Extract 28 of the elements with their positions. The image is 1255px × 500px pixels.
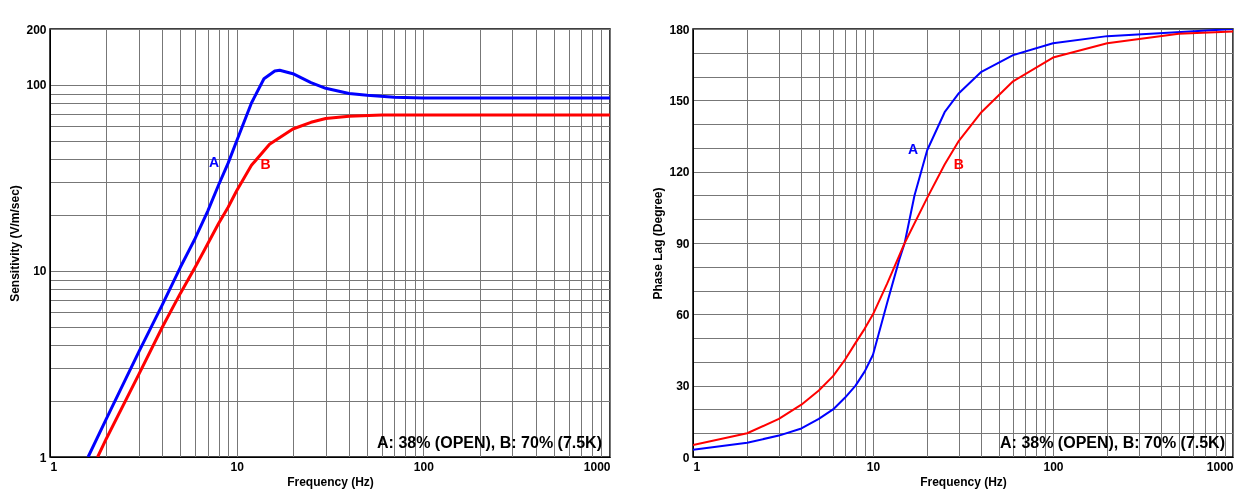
y-tick-label: 0 bbox=[682, 450, 690, 465]
y-tick-label: 60 bbox=[676, 307, 690, 322]
series-label: A bbox=[908, 141, 919, 158]
x-tick-label: 10 bbox=[230, 459, 245, 474]
y-tick-label: 10 bbox=[33, 264, 47, 279]
annotation: A: 38% (OPEN), B: 70% (7.5K) bbox=[377, 434, 602, 451]
y-tick-label: 150 bbox=[669, 93, 690, 108]
x-tick-label: 100 bbox=[413, 459, 435, 474]
x-tick-label: 1000 bbox=[583, 459, 611, 474]
annotation: A: 38% (OPEN), B: 70% (7.5K) bbox=[1000, 434, 1225, 451]
y-tick-label: 120 bbox=[669, 165, 690, 180]
x-tick-label: 100 bbox=[1043, 459, 1064, 474]
y-axis-title: Sensitivity (V/m/sec) bbox=[8, 185, 23, 302]
y-tick-label: 180 bbox=[669, 22, 690, 37]
y-tick-label: 200 bbox=[26, 22, 47, 37]
x-tick-label: 10 bbox=[866, 459, 881, 474]
y-tick-label: 30 bbox=[676, 379, 690, 394]
y-tick-label: 90 bbox=[676, 236, 690, 251]
y-tick-label: 100 bbox=[26, 78, 47, 93]
series-label: B bbox=[260, 156, 271, 173]
series-label: A bbox=[209, 154, 220, 171]
y-axis-title: Phase Lag (Degree) bbox=[651, 187, 666, 300]
series-label: B bbox=[953, 155, 964, 172]
x-tick-label: 1 bbox=[693, 459, 701, 474]
x-axis-title: Frequency (Hz) bbox=[920, 474, 1007, 489]
x-axis-title: Frequency (Hz) bbox=[287, 474, 374, 489]
x-tick-label: 1 bbox=[50, 459, 58, 474]
x-tick-label: 1000 bbox=[1206, 459, 1234, 474]
